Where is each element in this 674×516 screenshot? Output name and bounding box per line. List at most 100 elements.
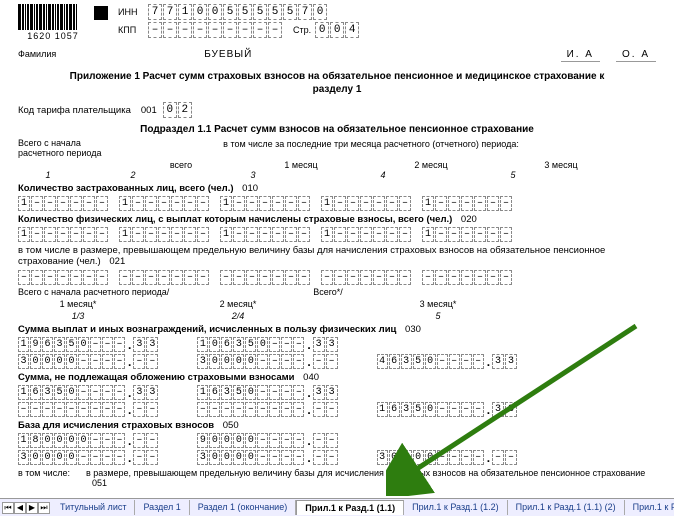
cell: – xyxy=(298,270,310,285)
cell: 0 xyxy=(245,385,256,400)
decimal-dot: . xyxy=(126,450,133,465)
marker-square xyxy=(94,6,108,20)
int-field: ––––––––– xyxy=(197,402,305,417)
cell: – xyxy=(360,270,372,285)
cell: 3 xyxy=(401,402,412,417)
page-label: Стр. xyxy=(293,25,311,35)
cell: – xyxy=(269,402,280,417)
int-field: 30000–––– xyxy=(197,450,305,465)
cell: – xyxy=(474,227,486,242)
cell: 3 xyxy=(313,385,325,400)
sheet-tab[interactable]: Раздел 1 xyxy=(135,500,189,515)
incl-label: в том числе: xyxy=(18,468,78,488)
cell: – xyxy=(285,270,297,285)
field: 1–––––– xyxy=(119,196,210,211)
cell: 1 xyxy=(18,227,30,242)
cell: 1 xyxy=(220,196,232,211)
surname-value: БУЕВЫЙ xyxy=(204,49,252,60)
cell: 3 xyxy=(492,402,504,417)
tarif-code: 001 xyxy=(141,105,157,116)
cell: – xyxy=(132,227,144,242)
cell: – xyxy=(146,354,158,369)
money-field: 30000––––.–– xyxy=(197,450,338,465)
money-field: 16350––––.33 xyxy=(377,402,518,417)
dec-field: 33 xyxy=(313,385,339,400)
cell: 0 xyxy=(66,433,77,448)
cell: – xyxy=(293,450,304,465)
nav-prev-icon[interactable]: ◀ xyxy=(14,502,26,514)
cell: 3 xyxy=(197,354,208,369)
cell: – xyxy=(246,196,258,211)
field: ––––––– xyxy=(119,270,210,285)
cell: – xyxy=(259,196,271,211)
cell: 3 xyxy=(326,385,338,400)
cell: 0 xyxy=(257,337,268,352)
cell: – xyxy=(448,227,460,242)
cell: – xyxy=(269,385,280,400)
cell: 5 xyxy=(413,354,424,369)
cell: 0 xyxy=(221,354,232,369)
cell: – xyxy=(293,337,304,352)
cell: 1 xyxy=(197,385,208,400)
cell: – xyxy=(184,196,196,211)
cell: 1 xyxy=(321,227,333,242)
int-field: ––––––––– xyxy=(18,402,126,417)
sheet-tab[interactable]: Прил.1 к Разд.1 (1.2) (2) xyxy=(625,500,674,515)
cell: – xyxy=(268,22,282,38)
cell: 5 xyxy=(233,385,244,400)
cell: 0 xyxy=(30,450,41,465)
cell: 0 xyxy=(221,450,232,465)
nav-last-icon[interactable]: ⏭ xyxy=(38,502,50,514)
dec-field: –– xyxy=(313,450,339,465)
money-field: 46350––––.33 xyxy=(377,354,518,369)
sheet-tab[interactable]: Прил.1 к Разд.1 (1.2) xyxy=(404,500,508,515)
cell: – xyxy=(500,227,512,242)
sheet-tab[interactable]: Прил.1 к Разд.1 (1.1) (2) xyxy=(508,500,625,515)
dec-field: 33 xyxy=(133,385,159,400)
cell: – xyxy=(259,227,271,242)
tarif-label: Код тарифа плательщика xyxy=(18,105,131,116)
cell: – xyxy=(31,227,43,242)
sheet-tab[interactable]: Раздел 1 (окончание) xyxy=(190,500,296,515)
cell: 0 xyxy=(245,450,256,465)
cell: – xyxy=(245,402,256,417)
field: ––––––– xyxy=(422,270,513,285)
field: 1–––––– xyxy=(18,227,109,242)
cell: – xyxy=(293,433,304,448)
cell: – xyxy=(461,270,473,285)
money-field: 90000––––.–– xyxy=(197,433,338,448)
cell: – xyxy=(269,354,280,369)
cell: 3 xyxy=(54,337,65,352)
dec-field: –– xyxy=(133,450,159,465)
cell: – xyxy=(145,227,157,242)
cell: – xyxy=(78,385,89,400)
field: ––––––– xyxy=(220,270,311,285)
row-010: 1––––––1––––––1––––––1––––––1–––––– xyxy=(18,196,656,211)
cell: 0 xyxy=(209,337,220,352)
col-vsego: всего xyxy=(126,160,236,170)
money-field: 106350–––.33 xyxy=(197,337,338,352)
cell: – xyxy=(114,402,125,417)
sheet-tab[interactable]: Титульный лист xyxy=(52,500,135,515)
dec-field: –– xyxy=(313,433,339,448)
nav-next-icon[interactable]: ▶ xyxy=(26,502,38,514)
cell: – xyxy=(102,385,113,400)
field: ––––––– xyxy=(18,270,109,285)
cell: – xyxy=(399,270,411,285)
cell: 0 xyxy=(42,450,53,465)
cell: 8 xyxy=(30,433,41,448)
cell: – xyxy=(146,433,158,448)
header-row: 1620 1057 ИНН 771005555570 КПП –––––––––… xyxy=(18,4,656,41)
cell: – xyxy=(269,433,280,448)
cell: – xyxy=(114,337,125,352)
cell: – xyxy=(96,270,108,285)
cell: – xyxy=(132,270,144,285)
cell: – xyxy=(281,402,292,417)
sheet-tab[interactable]: Прил.1 к Разд.1 (1.1) xyxy=(296,500,404,515)
cell: – xyxy=(171,270,183,285)
cell: 6 xyxy=(209,385,220,400)
cell: – xyxy=(360,196,372,211)
form-title: Приложение 1 Расчет сумм страховых взнос… xyxy=(58,70,616,96)
cell: – xyxy=(158,227,170,242)
nav-first-icon[interactable]: ⏮ xyxy=(2,502,14,514)
